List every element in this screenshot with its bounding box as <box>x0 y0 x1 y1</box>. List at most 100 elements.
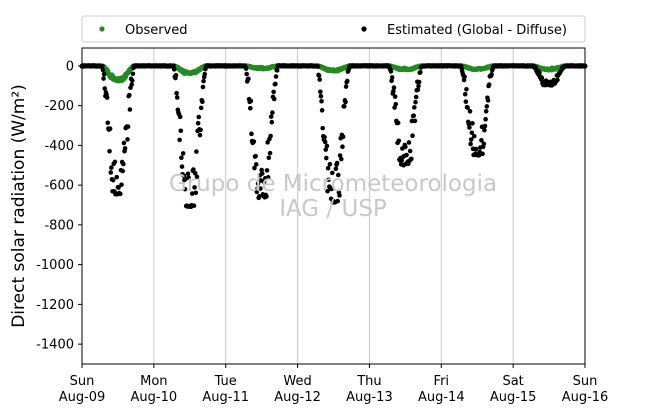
x-axis: SunAug-09MonAug-10TueAug-11WedAug-12ThuA… <box>59 364 609 405</box>
data-point <box>485 98 491 103</box>
data-point <box>489 72 494 77</box>
data-point <box>388 69 394 74</box>
data-point <box>537 70 542 75</box>
legend: Observed Estimated (Global - Diffuse) <box>81 15 586 43</box>
data-point <box>178 128 184 134</box>
data-point <box>118 191 123 197</box>
data-point <box>343 99 348 105</box>
data-point <box>266 155 272 161</box>
data-point <box>463 99 469 104</box>
data-point <box>340 144 345 150</box>
data-point <box>100 63 105 69</box>
plot-background <box>82 48 585 364</box>
data-point <box>112 159 118 165</box>
x-tick-label-day: Sun <box>70 374 95 389</box>
data-point <box>274 68 280 73</box>
data-point <box>327 161 333 167</box>
y-tick-label: 0 <box>66 59 74 74</box>
x-tick-label-day: Sun <box>573 374 598 389</box>
data-point <box>396 138 402 144</box>
data-point <box>261 179 267 185</box>
data-point <box>268 133 273 139</box>
data-point <box>322 134 327 140</box>
watermark-line-1: Grupo de Micrometeorologia <box>169 171 497 197</box>
x-tick-label-date: Aug-16 <box>562 390 609 405</box>
y-tick-label: -200 <box>44 99 74 114</box>
data-point <box>337 153 343 158</box>
data-point <box>462 74 467 80</box>
data-point <box>344 78 350 84</box>
data-point <box>110 177 116 183</box>
y-tick-label: -1200 <box>36 298 74 313</box>
data-point <box>177 137 182 143</box>
data-point <box>174 90 179 96</box>
data-point <box>179 164 185 169</box>
x-tick-label-date: Aug-09 <box>59 390 106 405</box>
data-point <box>337 193 342 198</box>
data-point <box>410 133 415 139</box>
data-point <box>116 185 121 190</box>
y-tick-label: -1000 <box>36 258 74 273</box>
data-point <box>127 92 132 98</box>
data-point <box>271 89 276 95</box>
data-point <box>319 108 325 113</box>
y-tick-label: -400 <box>44 139 74 154</box>
data-point <box>318 93 324 99</box>
data-point <box>486 82 492 87</box>
data-point <box>195 120 201 126</box>
data-point <box>403 144 408 150</box>
data-point <box>171 67 177 72</box>
data-point <box>320 125 326 131</box>
data-point <box>340 134 346 140</box>
data-point <box>122 146 128 151</box>
data-point <box>179 155 184 160</box>
legend-marker-observed <box>99 26 105 32</box>
data-point <box>256 194 262 199</box>
data-point <box>325 165 331 171</box>
data-point <box>555 77 560 83</box>
data-point <box>101 71 107 77</box>
data-point <box>130 71 136 77</box>
data-point <box>252 165 257 171</box>
data-point <box>171 63 176 69</box>
data-point <box>462 91 468 97</box>
data-point <box>259 171 265 176</box>
data-point <box>338 156 344 162</box>
x-tick-label-day: Sat <box>502 374 523 389</box>
data-point <box>270 110 275 115</box>
data-point <box>125 124 131 129</box>
data-point <box>200 84 206 90</box>
data-point <box>480 151 485 157</box>
data-point <box>318 89 323 95</box>
data-point <box>247 105 253 111</box>
data-point <box>481 141 487 147</box>
watermark-line-2: IAG / USP <box>279 196 387 222</box>
data-point <box>198 127 203 133</box>
watermark: Grupo de Micrometeorologia IAG / USP <box>169 171 497 222</box>
data-point <box>130 78 135 83</box>
data-point <box>264 194 269 199</box>
data-point <box>125 137 130 142</box>
x-tick-label-date: Aug-10 <box>131 390 178 405</box>
data-point <box>265 175 271 180</box>
data-point <box>173 72 179 78</box>
data-point <box>416 79 422 85</box>
x-tick-label-date: Aug-14 <box>418 390 465 405</box>
data-point <box>202 71 208 77</box>
data-point <box>197 132 203 138</box>
data-point <box>182 186 188 192</box>
plot-frame <box>81 47 586 365</box>
y-tick-label: -800 <box>44 218 74 233</box>
data-point <box>192 185 197 190</box>
data-point <box>194 174 200 180</box>
data-point <box>251 139 257 144</box>
data-point <box>121 140 127 146</box>
data-point <box>253 153 258 159</box>
data-point <box>174 95 180 100</box>
data-point <box>267 150 273 156</box>
data-point <box>333 166 339 172</box>
data-point <box>119 182 124 187</box>
data-point <box>104 95 110 100</box>
data-point <box>484 104 490 109</box>
